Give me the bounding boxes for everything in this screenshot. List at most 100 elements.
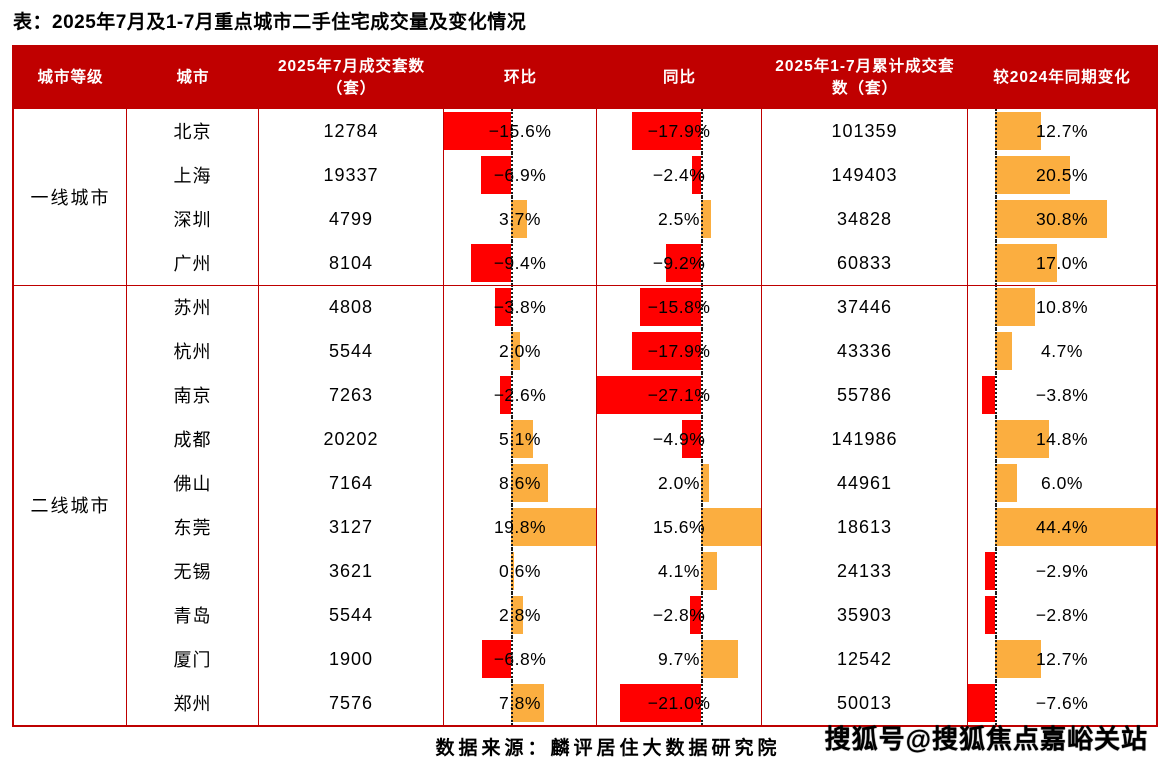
zero-axis-line: [995, 373, 998, 417]
positive-bar: [510, 684, 545, 722]
jul-volume-cell: 12784: [259, 109, 444, 153]
mom-bar-cell: 8.6%: [444, 461, 597, 505]
percent-value: −2.9%: [1035, 560, 1089, 581]
header-yoy: 同比: [662, 69, 696, 86]
zero-axis-line: [701, 153, 704, 197]
zero-axis-line: [995, 505, 998, 549]
mom-bar-cell: −3.8%: [444, 285, 597, 329]
watermark: 搜狐号@搜狐焦点嘉峪关站: [824, 724, 1148, 754]
percent-value: −27.1%: [647, 384, 711, 405]
cum-change-bar-cell: 4.7%: [968, 329, 1156, 373]
mom-bar-cell: 0.6%: [444, 549, 597, 593]
zero-axis-line: [510, 637, 513, 681]
mom-bar-cell: 2.0%: [444, 329, 597, 373]
zero-axis-line: [701, 329, 704, 373]
zero-axis-line: [995, 417, 998, 461]
cum-change-bar-cell: −3.8%: [968, 373, 1156, 417]
positive-bar: [510, 464, 548, 502]
cum-change-bar-cell: 14.8%: [968, 417, 1156, 461]
yoy-bar-cell: 9.7%: [597, 637, 762, 681]
positive-bar: [701, 508, 761, 546]
negative-bar: [620, 684, 702, 722]
cum-volume-cell: 34828: [762, 197, 968, 241]
jul-volume-cell: 4808: [259, 285, 444, 329]
zero-axis-line: [995, 241, 998, 285]
city-cell: 青岛: [127, 593, 259, 637]
yoy-bar-cell: −4.9%: [597, 417, 762, 461]
jul-volume-cell: 7576: [259, 681, 444, 725]
positive-bar: [995, 508, 1156, 546]
cum-volume-cell: 55786: [762, 373, 968, 417]
negative-bar: [444, 112, 511, 150]
percent-value: −7.6%: [1035, 692, 1089, 713]
negative-bar: [985, 596, 996, 634]
negative-bar: [682, 420, 702, 458]
zero-axis-line: [995, 329, 998, 373]
mom-bar-cell: −15.6%: [444, 109, 597, 153]
percent-value: 17.0%: [1035, 252, 1089, 273]
header-mom: 环比: [503, 69, 537, 86]
cum-volume-cell: 101359: [762, 109, 968, 153]
table-row: 东莞 3127 19.8% 15.6% 18613 44.4%: [14, 505, 1156, 549]
percent-value: 6.0%: [1041, 472, 1083, 493]
percent-value: 5.1%: [499, 428, 541, 449]
mom-bar-cell: 5.1%: [444, 417, 597, 461]
percent-value: 19.8%: [493, 516, 547, 537]
zero-axis-line: [701, 549, 704, 593]
percent-value: 15.6%: [652, 516, 706, 537]
tier-spacer-cell: [14, 549, 127, 593]
table-row: 广州 8104 −9.4% −9.2% 60833 17.0%: [14, 241, 1156, 285]
mom-bar-cell: 7.8%: [444, 681, 597, 725]
tier-spacer-cell: [14, 109, 127, 153]
jul-volume-cell: 19337: [259, 153, 444, 197]
percent-value: −15.8%: [647, 296, 711, 317]
city-cell: 无锡: [127, 549, 259, 593]
mom-bar-cell: 2.8%: [444, 593, 597, 637]
percent-value: −17.9%: [647, 120, 711, 141]
zero-axis-line: [510, 681, 513, 725]
yoy-bar-cell: −21.0%: [597, 681, 762, 725]
percent-value: 30.8%: [1035, 208, 1089, 229]
zero-axis-line: [510, 109, 513, 153]
negative-bar: [691, 156, 702, 194]
positive-bar: [995, 244, 1057, 282]
tier-spacer-cell: [14, 681, 127, 725]
cum-volume-cell: 24133: [762, 549, 968, 593]
yoy-bar-cell: −15.8%: [597, 285, 762, 329]
positive-bar: [995, 288, 1035, 326]
table-row: 深圳 4799 3.7% 2.5% 34828 30.8%: [14, 197, 1156, 241]
zero-axis-line: [510, 373, 513, 417]
percent-value: −6.8%: [493, 648, 547, 669]
percent-value: 2.0%: [499, 340, 541, 361]
percent-value: 2.8%: [499, 604, 541, 625]
zero-axis-line: [995, 109, 998, 153]
percent-value: 0.6%: [499, 560, 541, 581]
table-row: 厦门 1900 −6.8% 9.7% 12542 12.7%: [14, 637, 1156, 681]
percent-value: −2.8%: [652, 604, 706, 625]
negative-bar: [640, 288, 702, 326]
zero-axis-line: [510, 417, 513, 461]
percent-value: 4.7%: [1041, 340, 1083, 361]
zero-axis-line: [701, 109, 704, 153]
jul-volume-cell: 5544: [259, 329, 444, 373]
jul-volume-cell: 20202: [259, 417, 444, 461]
percent-value: −21.0%: [647, 692, 711, 713]
percent-value: 2.5%: [658, 208, 700, 229]
zero-axis-line: [510, 285, 513, 329]
positive-bar: [995, 112, 1042, 150]
negative-bar: [481, 640, 511, 678]
positive-bar: [995, 464, 1018, 502]
tier-spacer-cell: [14, 461, 127, 505]
percent-value: −9.4%: [493, 252, 547, 273]
negative-bar: [632, 332, 702, 370]
percent-value: 20.5%: [1035, 164, 1089, 185]
header-cum-volume: 2025年1-7月累计成交套数（套）: [775, 58, 955, 97]
percent-value: −3.8%: [493, 296, 547, 317]
yoy-bar-cell: −27.1%: [597, 373, 762, 417]
table-row: 北京 12784 −15.6% −17.9% 101359 12.7%: [14, 109, 1156, 153]
cum-change-bar-cell: 17.0%: [968, 241, 1156, 285]
mom-bar-cell: −6.8%: [444, 637, 597, 681]
negative-bar: [665, 244, 702, 282]
table-header-row: 城市等级 城市 2025年7月成交套数（套） 环比 同比 2025年1-7月累计…: [14, 47, 1156, 109]
cum-volume-cell: 44961: [762, 461, 968, 505]
